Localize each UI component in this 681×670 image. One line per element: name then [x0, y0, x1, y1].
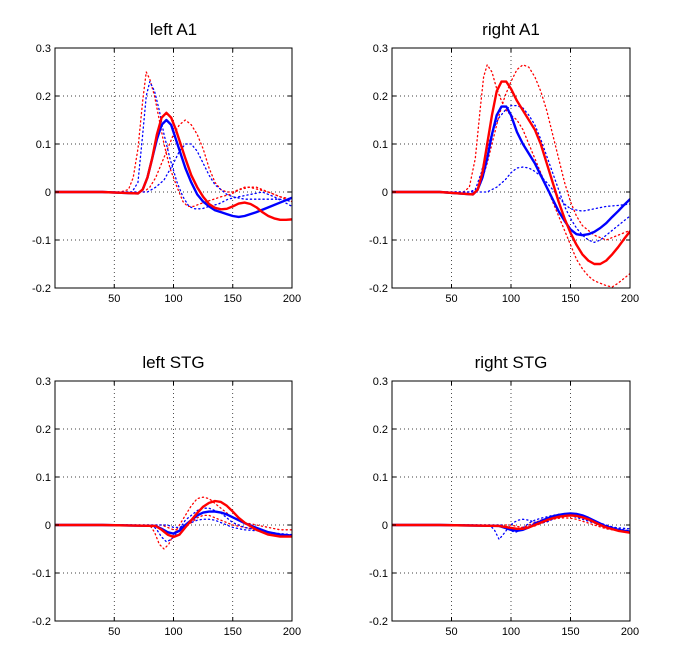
right-a1-ytick-label-0-3: 0.3 — [373, 43, 388, 55]
right-stg-red-solid-line — [392, 514, 630, 534]
left-a1-blue-dotted-2-line — [55, 143, 292, 203]
left-a1-red-dotted-1-line — [55, 71, 292, 208]
right-stg-xtick-label-100: 100 — [502, 626, 520, 638]
left-stg-ytick-label-0-1: 0.1 — [36, 472, 51, 484]
left-stg-xtick-label-150: 150 — [224, 626, 242, 638]
left-stg-panel: left STG 50 100 150 200 -0.2 -0.1 0 0.1 0.2 0.3 — [32, 353, 301, 638]
right-a1-xtick-label-150: 150 — [561, 293, 579, 305]
left-stg-title: left STG — [142, 353, 204, 372]
left-stg-blue-dotted-1-line — [55, 507, 292, 543]
right-a1-red-dotted-1-line — [392, 64, 630, 288]
right-stg-xtick-label-200: 200 — [621, 626, 639, 638]
right-a1-xtick-label-100: 100 — [502, 293, 520, 305]
right-a1-ytick-label-0-2: 0.2 — [373, 91, 388, 103]
right-a1-panel: right A1 50 100 150 200 -0.2 -0.1 0 0.1 0.2 0.3 — [369, 20, 639, 305]
left-stg-red-solid-line — [55, 499, 292, 539]
right-stg-xtick-label-150: 150 — [561, 626, 579, 638]
left-a1-blue-dotted-1-line — [55, 80, 292, 210]
left-stg-xtick-label-200: 200 — [283, 626, 301, 638]
right-a1-red-solid-line — [392, 80, 630, 266]
left-stg-ytick-label-0-2: -0.2 — [32, 616, 51, 628]
right-a1-series-group — [392, 64, 630, 288]
left-stg-xtick-label-100: 100 — [164, 626, 182, 638]
left-stg-red-dotted-1-line — [55, 496, 292, 550]
right-stg-ytick-label-0-1: 0.1 — [373, 472, 388, 484]
left-a1-xtick-label-50: 50 — [108, 293, 120, 305]
right-a1-ytick-label-0-1: 0.1 — [373, 139, 388, 151]
left-a1-ytick-label-0-1: 0.1 — [36, 139, 51, 151]
left-a1-panel: left A1 50 100 150 200 -0.2 -0.1 0 0.1 0.2 0.3 — [32, 20, 301, 305]
right-a1-red-dotted-2-line — [392, 64, 630, 241]
right-stg-series-group — [392, 512, 630, 541]
right-a1-ytick-label-0: 0 — [382, 187, 388, 199]
left-stg-ytick-label-0: 0 — [45, 520, 51, 532]
left-a1-xtick-label-200: 200 — [283, 293, 301, 305]
left-a1-ytick-label-0: 0 — [45, 187, 51, 199]
left-a1-ytick-label-0-1: -0.1 — [32, 235, 51, 247]
left-a1-ytick-label-0-2: 0.2 — [36, 91, 51, 103]
right-stg-blue-solid-line — [392, 512, 630, 533]
right-stg-red-dotted-2-line — [392, 517, 630, 533]
right-a1-blue-solid-line — [392, 105, 630, 237]
left-stg-xtick-label-50: 50 — [108, 626, 120, 638]
right-stg-ytick-label-0-2: -0.2 — [369, 616, 388, 628]
right-stg-ytick-label-0: 0 — [382, 520, 388, 532]
left-stg-red-dotted-2-line — [55, 514, 292, 536]
right-a1-ytick-label-0-1: -0.1 — [369, 235, 388, 247]
right-stg-ytick-label-0-1: -0.1 — [369, 568, 388, 580]
left-a1-series-group — [55, 71, 292, 222]
right-stg-ytick-label-0-3: 0.3 — [373, 376, 388, 388]
left-a1-xtick-label-100: 100 — [164, 293, 182, 305]
left-a1-ytick-label-0-2: -0.2 — [32, 283, 51, 295]
left-stg-ytick-label-0-1: -0.1 — [32, 568, 51, 580]
right-stg-xtick-label-50: 50 — [445, 626, 457, 638]
left-stg-ytick-label-0-2: 0.2 — [36, 424, 51, 436]
right-a1-xtick-label-200: 200 — [621, 293, 639, 305]
left-a1-red-solid-line — [55, 111, 292, 222]
left-a1-title: left A1 — [150, 20, 197, 39]
left-stg-ytick-label-0-3: 0.3 — [36, 376, 51, 388]
right-stg-title: right STG — [475, 353, 548, 372]
right-stg-ytick-label-0-2: 0.2 — [373, 424, 388, 436]
left-a1-ytick-label-0-3: 0.3 — [36, 43, 51, 55]
right-a1-xtick-label-50: 50 — [445, 293, 457, 305]
left-a1-xtick-label-150: 150 — [224, 293, 242, 305]
right-a1-title: right A1 — [482, 20, 540, 39]
left-stg-series-group — [55, 496, 292, 550]
right-a1-ytick-label-0-2: -0.2 — [369, 283, 388, 295]
right-stg-panel: right STG 50 100 150 200 -0.2 -0.1 0 0.1 0.2 0.3 — [369, 353, 639, 638]
